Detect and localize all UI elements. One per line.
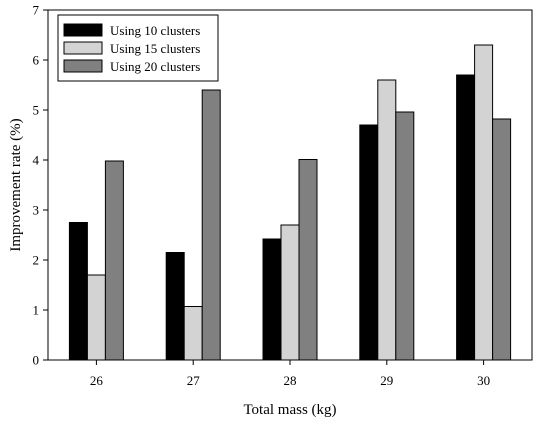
- bar-using-20-clusters-26: [105, 161, 123, 360]
- y-tick-label: 4: [33, 153, 40, 168]
- x-axis-ticks: 26 27 28 29 30: [90, 360, 490, 388]
- y-tick-label: 7: [33, 3, 40, 18]
- bar-using-15-clusters-26: [87, 275, 105, 360]
- bar-using-15-clusters-29: [378, 80, 396, 360]
- bar-using-10-clusters-29: [360, 125, 378, 360]
- y-tick-label: 2: [33, 253, 40, 268]
- x-tick-label: 27: [187, 373, 201, 388]
- bar-using-20-clusters-28: [299, 160, 317, 361]
- legend-swatch: [64, 60, 102, 72]
- y-tick-label: 6: [33, 53, 40, 68]
- bar-using-15-clusters-27: [184, 307, 202, 361]
- bars-group: [69, 45, 510, 360]
- bar-using-15-clusters-28: [281, 225, 299, 360]
- y-axis-ticks: 0 1 2 3 4 5 6 7: [33, 3, 49, 368]
- legend-swatch: [64, 42, 102, 54]
- x-tick-label: 26: [90, 373, 104, 388]
- bar-using-20-clusters-29: [396, 112, 414, 360]
- x-axis-title: Total mass (kg): [243, 402, 336, 418]
- bar-using-10-clusters-28: [263, 239, 281, 360]
- legend-label: Using 10 clusters: [110, 23, 200, 38]
- x-tick-label: 29: [380, 373, 393, 388]
- x-tick-label: 28: [284, 373, 297, 388]
- y-axis-title: Improvement rate (%): [8, 118, 24, 251]
- bar-using-20-clusters-30: [493, 119, 511, 360]
- legend-label: Using 15 clusters: [110, 41, 200, 56]
- legend-swatch: [64, 24, 102, 36]
- bar-using-10-clusters-26: [69, 223, 87, 361]
- bar-using-20-clusters-27: [202, 90, 220, 360]
- y-tick-label: 1: [33, 303, 40, 318]
- x-tick-label: 30: [477, 373, 490, 388]
- legend: Using 10 clusters Using 15 clusters Using …: [58, 15, 218, 81]
- y-tick-label: 0: [33, 353, 40, 368]
- bar-using-15-clusters-30: [475, 45, 493, 360]
- legend-label: Using 20 clusters: [110, 59, 200, 74]
- bar-using-10-clusters-27: [166, 253, 184, 361]
- y-tick-label: 3: [33, 203, 40, 218]
- y-tick-label: 5: [33, 103, 40, 118]
- bar-using-10-clusters-30: [457, 75, 475, 360]
